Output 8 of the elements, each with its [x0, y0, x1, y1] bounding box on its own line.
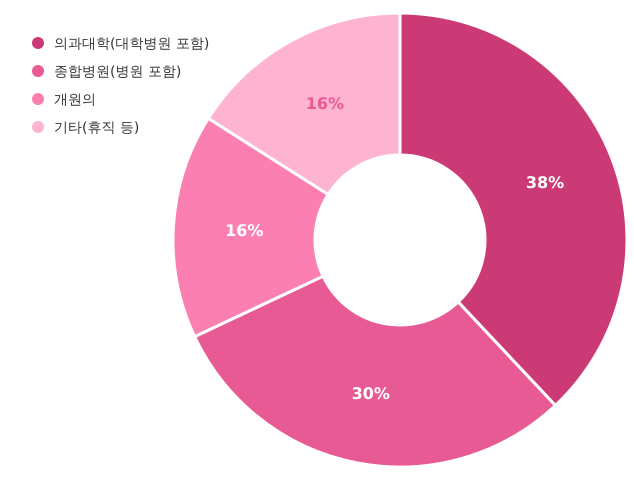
legend-label: 개원의 [54, 92, 96, 108]
legend-label: 의과대학(대학병원 포함) [54, 36, 210, 52]
data-label: 30% [352, 384, 390, 403]
legend-label: 기타(휴직 등) [54, 120, 140, 136]
legend-label: 종합병원(병원 포함) [54, 64, 182, 80]
data-label: 16% [306, 94, 344, 113]
data-label: 16% [225, 220, 264, 240]
data-label: 38% [526, 173, 564, 192]
